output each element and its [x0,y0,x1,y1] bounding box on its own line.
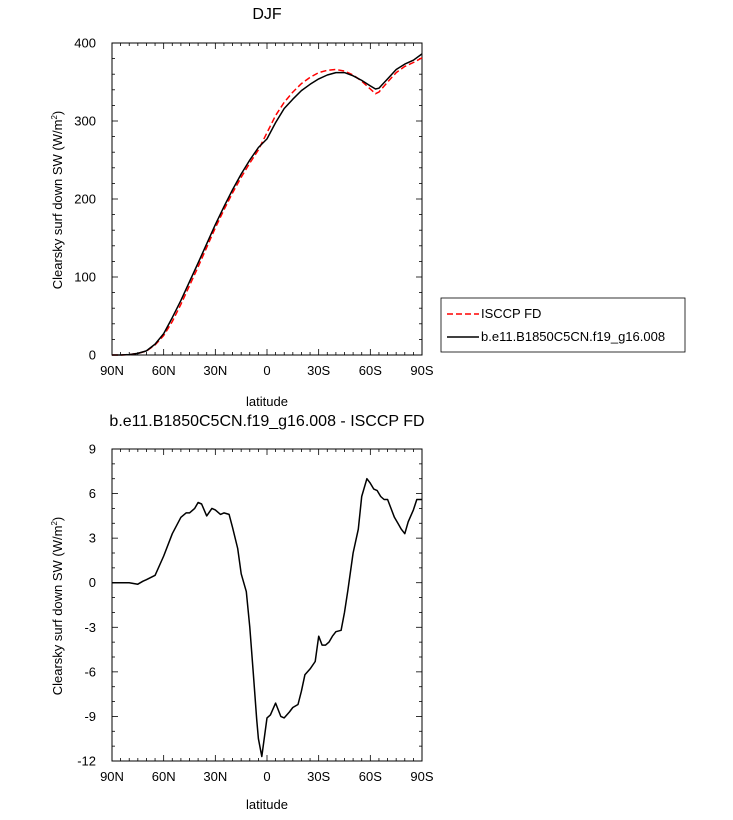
bottom-chart-plot-area: 90N 60N 30N 0 30S 60S 90S -12 -9 -6 -3 0 3 6 9 [77,442,434,785]
bottom-x-tick-label: 30S [307,769,330,784]
bottom-chart-y-axis-label-close: ) [50,517,65,521]
top-chart-x-axis-label: latitude [246,394,288,409]
top-x-tick-label: 90N [100,363,124,378]
top-x-tick-label: 90S [410,363,433,378]
bottom-y-tick-label: 3 [89,531,96,546]
top-y-tick-label: 0 [89,348,96,363]
bottom-chart-y-axis-label: Clearsky surf down SW (W/m2) [50,517,65,696]
top-chart-y-axis-label-close: ) [50,111,65,115]
top-chart-y-axis-label-superscript: 2 [50,115,59,120]
bottom-chart-y-axis-label-text: Clearsky surf down SW (W/m [50,526,65,696]
bottom-chart-frame [111,448,423,762]
legend-label-model: b.e11.B1850C5CN.f19_g16.008 [481,329,665,344]
bottom-x-tick-label: 0 [263,769,270,784]
legend-box [440,297,686,353]
bottom-series-line-0 [112,477,422,758]
bottom-chart-title: b.e11.B1850C5CN.f19_g16.008 - ISCCP FD [109,413,424,430]
bottom-y-tick-label: -9 [84,709,96,724]
top-series-line-0 [112,57,423,356]
bottom-y-tick-label: 6 [89,486,96,501]
top-chart: DJF 90N 60N 30N 0 30S 60S 90S 0 100 200 300 400 lat… [50,6,686,409]
top-y-tick-label: 100 [74,270,96,285]
bottom-y-tick-label: -6 [84,664,96,679]
top-chart-frame [111,42,423,356]
bottom-y-tick-label: -3 [84,620,96,635]
bottom-x-tick-label: 90S [410,769,433,784]
legend-label-isccp: ISCCP FD [481,306,541,321]
bottom-x-tick-label: 30N [203,769,227,784]
top-y-tick-label: 200 [74,192,96,207]
top-x-tick-label: 30N [203,363,227,378]
bottom-chart-x-axis-label: latitude [246,797,288,812]
top-chart-y-axis-label-text: Clearsky surf down SW (W/m [50,120,65,290]
top-y-tick-label: 400 [74,36,96,51]
bottom-chart-y-axis-label-superscript: 2 [50,521,59,526]
top-y-tick-label: 300 [74,114,96,129]
top-chart-plot-area: 90N 60N 30N 0 30S 60S 90S 0 100 200 300 400 [74,36,434,379]
top-x-tick-label: 0 [263,363,270,378]
bottom-x-tick-label: 60N [152,769,176,784]
bottom-x-tick-label: 90N [100,769,124,784]
top-chart-y-axis-label: Clearsky surf down SW (W/m2) [50,111,65,290]
top-x-tick-label: 30S [307,363,330,378]
top-series-line-1 [112,53,423,356]
top-chart-title: DJF [252,6,282,23]
top-x-tick-label: 60N [152,363,176,378]
bottom-y-tick-label: 0 [89,575,96,590]
bottom-y-tick-label: -12 [77,754,96,769]
bottom-x-tick-label: 60S [359,769,382,784]
legend: ISCCP FD b.e11.B1850C5CN.f19_g16.008 [440,297,686,353]
bottom-y-tick-label: 9 [89,442,96,457]
top-x-tick-label: 60S [359,363,382,378]
bottom-chart: b.e11.B1850C5CN.f19_g16.008 - ISCCP FD 9… [50,413,434,812]
